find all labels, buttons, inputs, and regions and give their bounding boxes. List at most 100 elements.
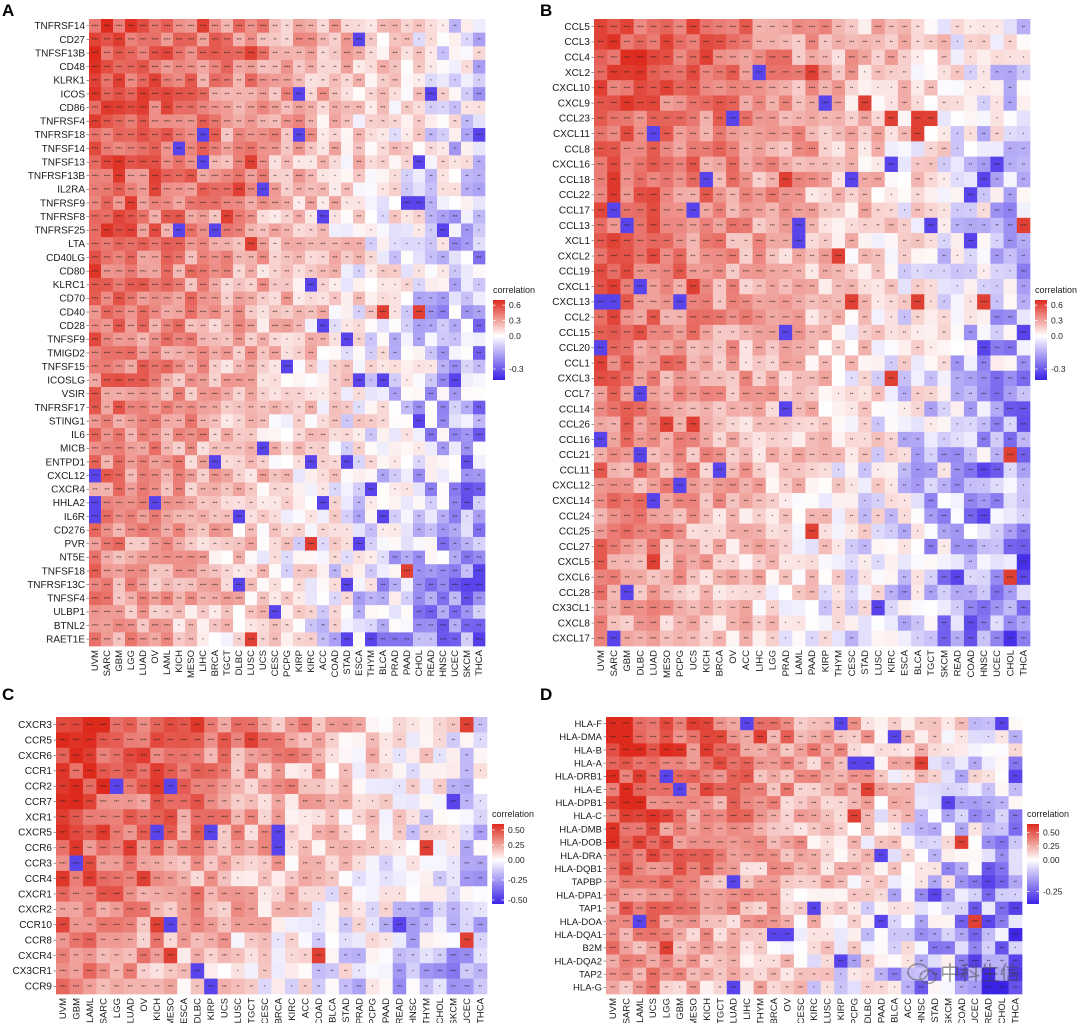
significance-stars: **** <box>152 405 159 410</box>
significance-stars: *** <box>477 92 482 97</box>
significance-stars: ** <box>333 623 337 628</box>
significance-stars: **** <box>140 596 147 601</box>
significance-stars: *** <box>177 541 182 546</box>
heatmap-cell <box>449 305 462 320</box>
heatmap-cell <box>329 305 342 320</box>
significance-stars: ** <box>771 498 775 503</box>
heatmap-cell <box>950 340 965 356</box>
heatmap-cell <box>341 305 354 320</box>
significance-stars: **** <box>690 422 697 427</box>
column-label: TGCT <box>222 650 233 676</box>
significance-stars: **** <box>703 361 710 366</box>
heatmap-cell <box>389 414 402 429</box>
significance-stars: *** <box>453 569 458 574</box>
significance-stars: *** <box>995 422 1000 427</box>
significance-stars: **** <box>663 238 670 243</box>
significance-stars: **** <box>236 296 243 301</box>
significance-stars: **** <box>703 238 710 243</box>
significance-stars: *** <box>309 242 314 247</box>
significance-stars: ** <box>731 452 735 457</box>
significance-stars: *** <box>441 569 446 574</box>
column-label: THCA <box>474 649 485 676</box>
significance-stars: **** <box>212 146 219 151</box>
significance-stars: *** <box>105 391 110 396</box>
significance-stars: *** <box>743 483 748 488</box>
significance-stars: **** <box>104 242 111 247</box>
significance-stars: *** <box>691 254 696 259</box>
significance-stars: ** <box>441 446 445 451</box>
significance-stars: ** <box>309 364 313 369</box>
significance-stars: **** <box>140 432 147 437</box>
significance-stars: **** <box>260 146 267 151</box>
heatmap-cell <box>377 318 390 333</box>
significance-stars: *** <box>141 337 146 342</box>
significance-stars: *** <box>333 255 338 260</box>
significance-stars: *** <box>743 162 748 167</box>
significance-stars: *** <box>743 55 748 60</box>
significance-stars: *** <box>333 405 338 410</box>
row-label: TNFRSF4 <box>40 117 85 128</box>
significance-stars: ** <box>153 610 157 615</box>
significance-stars: **** <box>248 146 255 151</box>
heatmap-cell <box>233 618 246 633</box>
heatmap-cell <box>173 59 186 74</box>
heatmap-cell <box>990 508 1004 525</box>
significance-stars: * <box>430 37 432 42</box>
significance-stars: *** <box>165 378 170 383</box>
significance-stars: **** <box>637 55 644 60</box>
row-label: LTA <box>68 239 85 250</box>
column-label: ACC <box>318 650 329 670</box>
heatmap-cell <box>413 427 426 442</box>
significance-stars: *** <box>261 610 266 615</box>
significance-stars: **** <box>716 147 723 152</box>
significance-stars: ** <box>477 51 481 56</box>
significance-stars: **** <box>212 187 219 192</box>
row-label: BTNL2 <box>54 621 86 632</box>
significance-stars: *** <box>273 23 278 28</box>
row-label: ULBP1 <box>53 607 85 618</box>
significance-stars: *** <box>770 24 775 29</box>
significance-stars: **** <box>782 300 789 305</box>
significance-stars: *** <box>862 40 867 45</box>
heatmap-cell <box>1003 110 1018 127</box>
significance-stars: ** <box>956 24 960 29</box>
significance-stars: **** <box>624 284 631 289</box>
significance-stars: ** <box>810 391 814 396</box>
significance-stars: **** <box>140 92 147 97</box>
significance-stars: *** <box>743 101 748 106</box>
significance-stars: **** <box>344 64 351 69</box>
significance-stars: *** <box>285 160 290 165</box>
significance-stars: **** <box>729 315 736 320</box>
significance-stars: **** <box>128 514 135 519</box>
heatmap-cell <box>245 73 258 88</box>
significance-stars: **** <box>611 483 618 488</box>
significance-stars: *** <box>477 555 482 560</box>
significance-stars: ** <box>177 582 181 587</box>
significance-stars: **** <box>663 177 670 182</box>
significance-stars: ** <box>903 483 907 488</box>
heatmap-cell <box>401 441 414 456</box>
significance-stars: *** <box>177 610 182 615</box>
heatmap-cell <box>365 441 378 456</box>
significance-stars: **** <box>116 378 123 383</box>
significance-stars: *** <box>717 376 722 381</box>
significance-stars: *** <box>189 323 194 328</box>
significance-stars: **** <box>677 330 684 335</box>
heatmap-cell <box>293 373 306 388</box>
significance-stars: **** <box>236 187 243 192</box>
significance-stars: ** <box>273 337 277 342</box>
significance-stars: **** <box>200 92 207 97</box>
heatmap-cell <box>113 19 126 33</box>
heatmap-cell <box>449 223 462 238</box>
heatmap-cell <box>137 32 150 47</box>
heatmap-cell <box>897 187 912 203</box>
significance-stars: **** <box>200 310 207 315</box>
significance-stars: **** <box>782 101 789 106</box>
significance-stars: ** <box>225 541 229 546</box>
significance-stars: **** <box>152 160 159 165</box>
significance-stars: **** <box>769 391 776 396</box>
row-label: CXCR4 <box>51 485 85 496</box>
significance-stars: *** <box>225 623 230 628</box>
significance-stars: **** <box>597 40 604 45</box>
heatmap-cell <box>317 373 330 388</box>
